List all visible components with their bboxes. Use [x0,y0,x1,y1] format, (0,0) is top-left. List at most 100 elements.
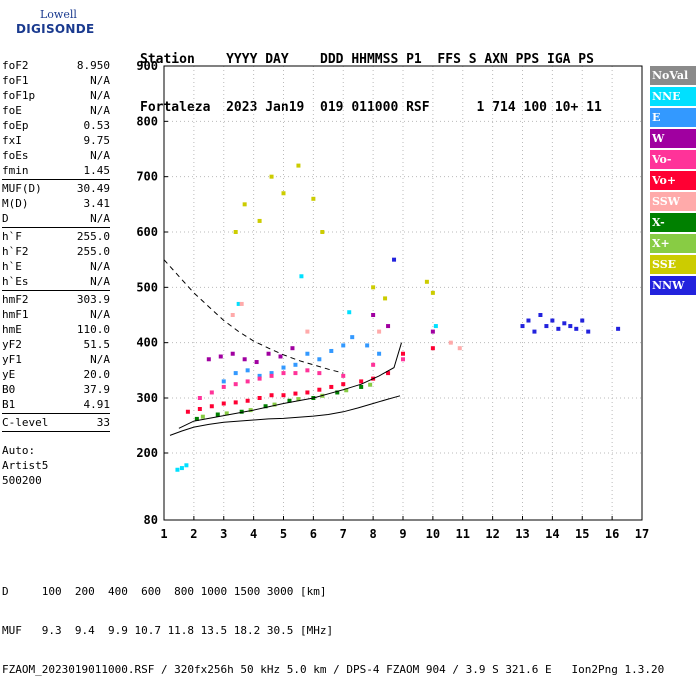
y-tick-label: 200 [136,446,158,460]
data-point [341,382,346,387]
param-value: N/A [90,275,110,288]
data-point [317,357,322,362]
legend-item: NoVal [650,66,696,85]
x-tick-label: 2 [190,527,197,541]
param-value: N/A [90,308,110,321]
data-point [197,396,202,400]
data-point [281,365,286,370]
param-row: foEs N/A [2,148,110,163]
legend-item: W [650,129,696,148]
y-tick-label: 400 [136,336,158,350]
param-value: 9.75 [83,134,111,147]
data-point [305,329,310,334]
data-point [377,329,382,334]
data-point [233,382,238,387]
data-point [293,391,298,396]
data-point [254,360,259,365]
x-tick-label: 1 [160,527,167,541]
x-tick-label: 15 [575,527,589,541]
data-point [293,371,298,376]
param-row: B1 4.91 [2,397,110,412]
param-key: foF1p [2,89,36,102]
autoscaling-info: 500200 [2,474,42,487]
data-point [532,329,537,334]
header-line2: Fortaleza 2023 Jan19 019 011000 RSF 1 71… [140,100,602,115]
data-point [538,313,543,317]
data-point [269,393,274,398]
profile-curve [163,259,344,374]
data-point [233,371,238,376]
param-value: 255.0 [76,230,110,243]
param-key: hmF1 [2,308,29,321]
data-point [248,408,253,413]
param-row: D N/A [2,211,110,226]
x-tick-label: 13 [515,527,529,541]
data-point [457,346,462,351]
data-point [293,362,298,367]
legend-item: E [650,108,696,127]
param-key: hmE [2,323,22,336]
data-point [305,368,310,373]
data-point [371,285,376,290]
data-point [221,384,226,389]
param-value: 30.49 [76,182,110,195]
profile-curve [169,395,401,436]
data-point [269,371,274,376]
param-key: foE [2,104,22,117]
param-value: 4.91 [83,398,111,411]
y-tick-label: 300 [136,391,158,405]
header-line1: Station YYYY DAY DDD HHMMSS P1 FFS S AXN… [140,52,594,67]
data-point [317,371,322,376]
legend-item: NNE [650,87,696,106]
data-point [317,387,322,392]
x-tick-label: 16 [605,527,619,541]
data-point [365,343,370,348]
data-point [239,409,244,414]
x-tick-label: 3 [220,527,227,541]
data-point [287,398,292,403]
data-point [341,373,346,378]
param-key: yF1 [2,353,22,366]
param-value: 255.0 [76,245,110,258]
data-point [278,354,283,359]
param-value: N/A [90,149,110,162]
x-tick-label: 17 [635,527,649,541]
separator [2,431,110,432]
data-point [272,402,277,407]
data-point [401,351,405,356]
data-point [562,321,567,326]
param-key: fmin [2,164,29,177]
data-point [175,467,180,472]
data-point [245,379,250,384]
param-value: 3.41 [83,197,111,210]
data-point [520,324,525,329]
ionogram-plot: 1 2 3 4 5 6 7 8 9 10 11 12 13 14 15 16 17802003004005006… [136,59,649,541]
data-point [329,384,334,389]
param-row: foF1 N/A [2,73,110,88]
data-point [239,301,244,306]
data-point [386,371,391,376]
param-value: 37.9 [83,383,111,396]
data-point [233,400,238,405]
param-row: hmF2 303.9 [2,292,110,307]
param-value: 20.0 [83,368,111,381]
data-point [206,357,211,362]
data-point [269,174,274,179]
data-point [236,301,241,306]
param-value: 51.5 [83,338,111,351]
data-point [616,326,621,331]
data-point [347,310,352,315]
data-point [526,318,531,323]
data-point [329,348,334,353]
param-key: B1 [2,398,16,411]
param-value: N/A [90,89,110,102]
data-point [194,416,199,421]
data-point [377,351,382,356]
param-row: foEp 0.53 [2,118,110,133]
legend-item: Vo- [650,150,696,169]
footer-line1: D 100 200 400 600 800 1000 1500 3000 [km… [2,585,327,598]
data-point [266,351,271,356]
x-tick-label: 11 [456,527,470,541]
data-point [430,290,435,295]
separator [2,290,110,291]
